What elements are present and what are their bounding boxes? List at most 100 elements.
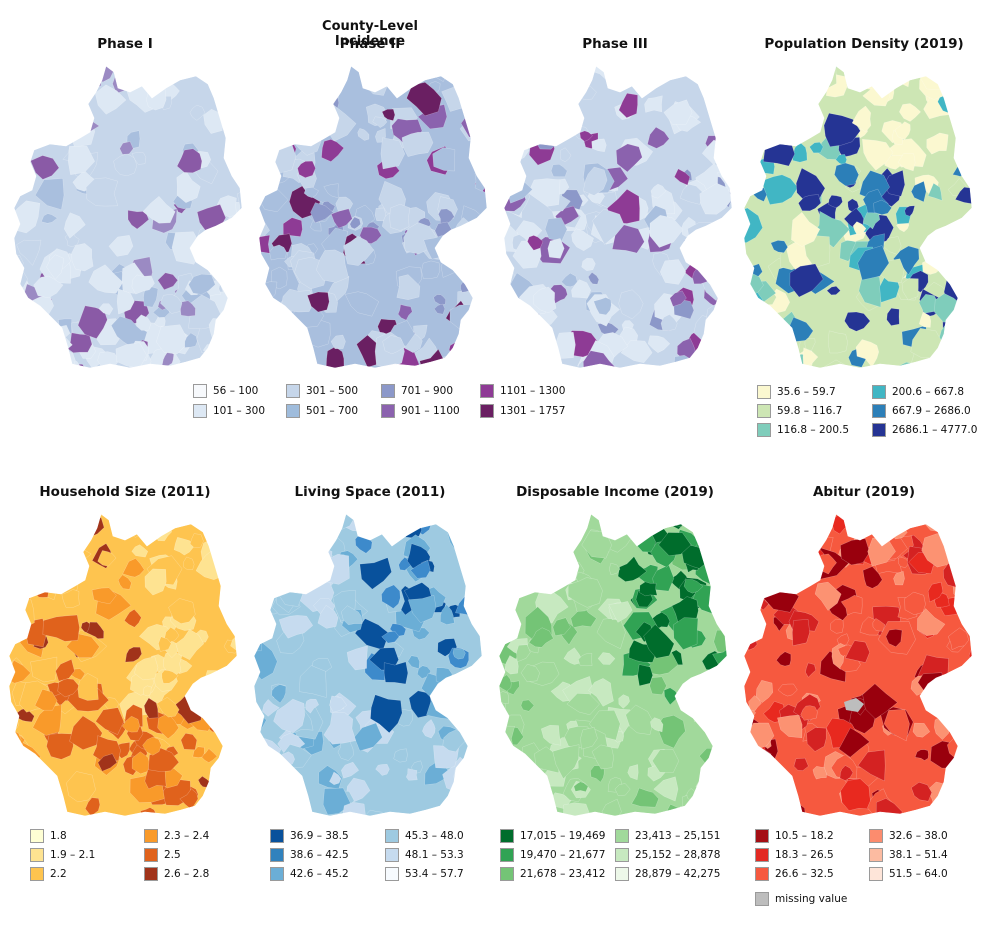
county-region: [855, 339, 880, 368]
legend-item: 25,152 – 28,878: [615, 848, 720, 862]
county-region: [303, 815, 322, 816]
county-region: [499, 580, 511, 597]
county-region: [209, 66, 224, 71]
county-region: [407, 655, 420, 670]
county-region: [173, 536, 195, 556]
county-region: [461, 245, 480, 268]
county-region: [318, 553, 350, 585]
county-region: [723, 744, 727, 761]
county-region: [12, 602, 27, 619]
county-region: [904, 591, 926, 616]
county-region: [918, 311, 932, 328]
county-region: [14, 66, 55, 101]
county-region: [526, 325, 539, 340]
county-region: [164, 626, 180, 644]
legend-household: 1.8 1.9 – 2.1 2.2 2.3 – 2.4 2.5 2.6 – 2.…: [30, 829, 240, 889]
county-region: [97, 550, 117, 567]
legend-swatch: [615, 848, 629, 862]
legend-label: 26.6 – 32.5: [775, 868, 834, 880]
panel-title: Phase I: [97, 36, 153, 52]
county-region: [571, 228, 594, 252]
county-region: [744, 100, 766, 129]
county-region: [406, 768, 418, 781]
county-region: [68, 525, 80, 539]
county-region: [284, 534, 314, 556]
county-region: [617, 556, 648, 582]
county-region: [477, 620, 482, 633]
county-region: [927, 581, 944, 603]
county-region: [570, 604, 597, 628]
county-region: [143, 66, 164, 81]
county-region: [766, 66, 781, 76]
county-region: [67, 145, 96, 175]
county-region: [9, 729, 22, 752]
county-region: [579, 130, 593, 142]
county-region: [264, 142, 297, 175]
county-region: [272, 563, 296, 589]
county-region: [205, 677, 222, 693]
county-region: [353, 66, 371, 71]
county-region: [460, 230, 487, 262]
county-region: [393, 748, 408, 763]
county-region: [433, 514, 458, 522]
county-region: [454, 72, 479, 92]
county-region: [37, 66, 61, 81]
county-region: [509, 816, 521, 824]
county-region: [236, 187, 242, 224]
county-region: [499, 554, 533, 594]
county-region: [202, 693, 229, 718]
county-region: [793, 514, 809, 520]
county-region: [444, 809, 474, 816]
county-region: [513, 545, 553, 578]
legend-label: 2.6 – 2.8: [164, 868, 210, 880]
county-region: [786, 94, 803, 112]
county-region: [615, 143, 643, 173]
county-region: [789, 263, 824, 298]
panel-title: Population Density (2019): [764, 36, 964, 52]
county-region: [763, 136, 795, 167]
county-region: [504, 337, 512, 353]
county-region: [49, 110, 77, 134]
county-region: [156, 515, 173, 531]
county-region: [131, 274, 155, 295]
county-region: [964, 113, 972, 138]
county-region: [63, 212, 86, 239]
legend-label: 2.3 – 2.4: [164, 830, 210, 842]
county-region: [77, 672, 99, 701]
county-region: [838, 727, 870, 758]
legend-label: 2.5: [164, 849, 181, 861]
county-region: [13, 514, 43, 525]
county-region: [504, 655, 519, 675]
county-region: [625, 704, 654, 735]
county-region: [540, 108, 563, 136]
county-region: [14, 149, 28, 170]
county-region: [269, 312, 291, 334]
legend-swatch: [270, 848, 284, 862]
legend-item: 1301 – 1757: [480, 404, 565, 418]
county-region: [44, 344, 65, 362]
county-region: [325, 346, 345, 368]
county-region: [966, 664, 972, 677]
county-region: [434, 810, 461, 816]
county-region: [158, 636, 172, 652]
panel-phase3: Phase III: [490, 36, 740, 376]
county-region: [142, 736, 162, 756]
panel-abitur: Abitur (2019): [735, 484, 993, 824]
county-region: [143, 286, 159, 308]
legend-swatch: [144, 848, 158, 862]
county-region: [113, 153, 138, 177]
legend-item: 301 – 500: [286, 384, 358, 398]
county-region: [748, 695, 762, 712]
county-region: [885, 629, 903, 648]
legend-item: 1101 – 1300: [480, 384, 565, 398]
county-region: [276, 568, 289, 583]
county-region: [58, 349, 76, 368]
legend-swatch: [270, 829, 284, 843]
legend-swatch: [500, 848, 514, 862]
legend-label: 42.6 – 45.2: [290, 868, 349, 880]
county-region: [552, 744, 580, 780]
county-region: [259, 234, 271, 255]
county-region: [278, 615, 314, 639]
map-popdensity: [743, 65, 973, 369]
county-region: [432, 147, 456, 172]
